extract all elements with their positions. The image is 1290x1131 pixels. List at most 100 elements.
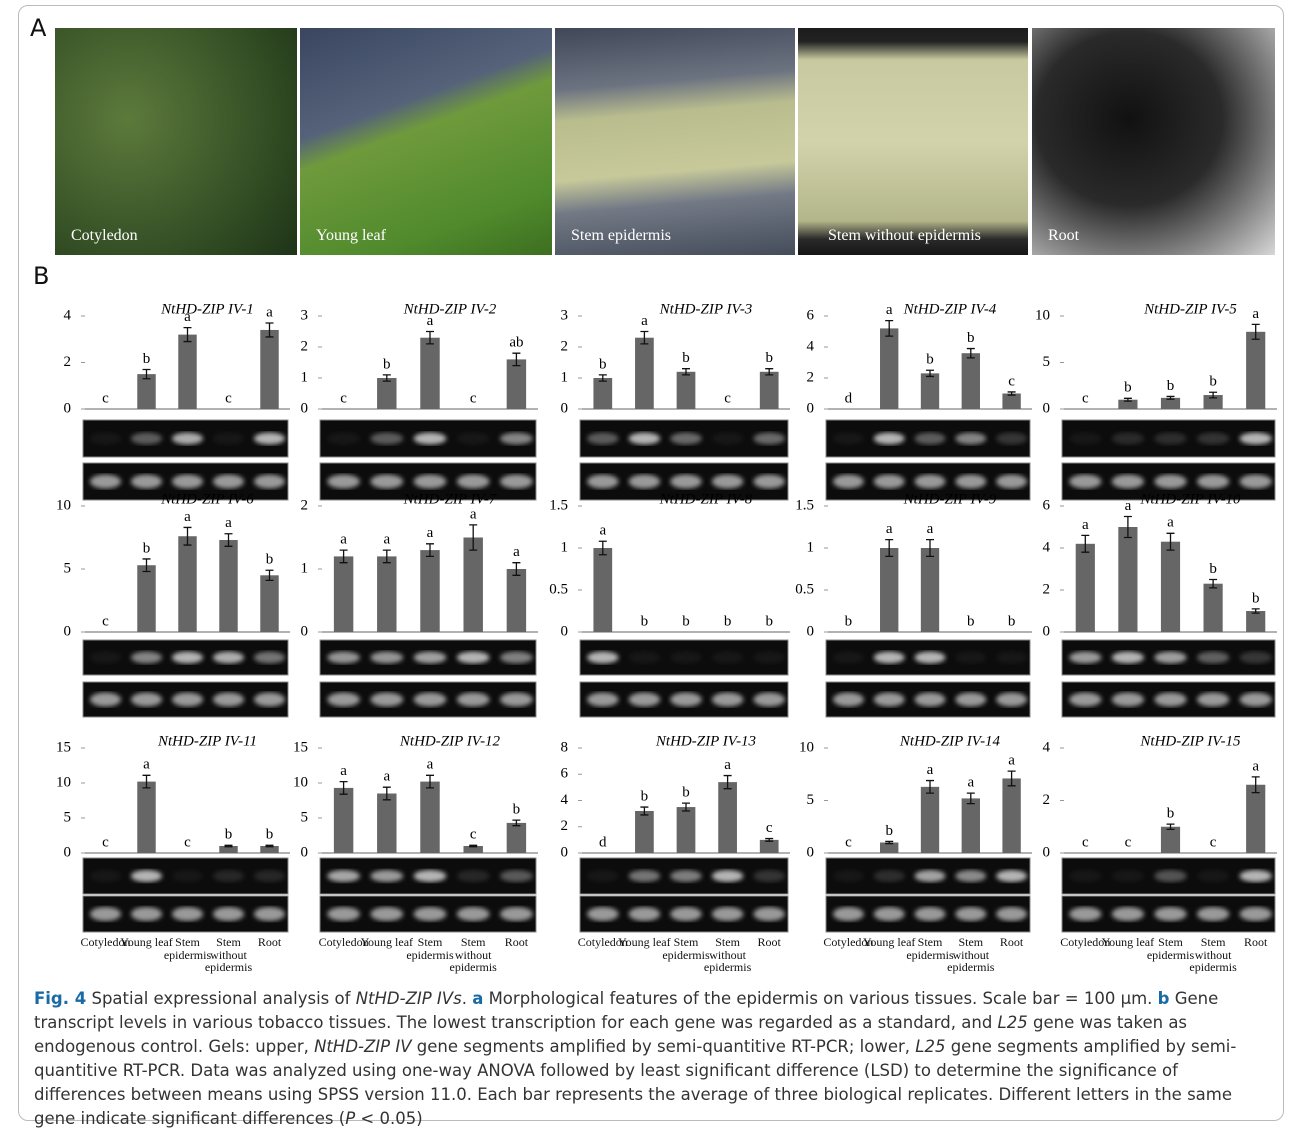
gel-band	[457, 475, 490, 489]
bar	[420, 550, 439, 632]
gel-band	[955, 907, 986, 921]
gel-band	[172, 652, 203, 664]
y-tick-label: 0.5	[549, 581, 568, 597]
gel-band	[370, 475, 403, 489]
gel-band	[670, 652, 702, 664]
significance-letter: b	[967, 613, 975, 629]
gel-band	[1112, 433, 1144, 445]
x-tick-label: Root	[1224, 936, 1288, 949]
y-tick-label: 5	[64, 560, 72, 576]
gel-band	[90, 652, 121, 664]
bar	[377, 556, 396, 632]
gel-band	[1069, 870, 1101, 882]
y-tick-label: 2	[1043, 581, 1051, 597]
y-tick-label: 10	[293, 774, 308, 790]
y-tick-label: 1	[807, 539, 815, 555]
y-tick-label: 2	[301, 497, 309, 513]
significance-letter: c	[470, 827, 477, 843]
significance-letter: c	[845, 834, 852, 850]
gel-band	[1197, 433, 1229, 445]
gel-band	[327, 907, 360, 921]
gel-band	[1240, 907, 1272, 921]
y-tick-label: 1.5	[795, 497, 814, 513]
significance-letter: c	[102, 390, 109, 406]
gel-band	[670, 693, 702, 707]
bar	[1161, 827, 1180, 853]
y-tick-label: 0	[1043, 844, 1051, 860]
gel-band	[1154, 693, 1186, 707]
gel-band	[370, 433, 403, 445]
bar	[260, 330, 278, 409]
gel-band	[996, 870, 1027, 882]
gel-band	[833, 693, 864, 707]
gel-band	[213, 433, 244, 445]
bar	[921, 373, 939, 409]
caption-label: Fig. 4	[34, 989, 86, 1008]
gel-band	[1112, 870, 1144, 882]
gel-band	[753, 433, 785, 445]
significance-letter: c	[1008, 373, 1015, 389]
gel-band	[874, 433, 905, 445]
significance-letter: b	[845, 613, 853, 629]
gel-band	[629, 652, 661, 664]
gel-band	[131, 870, 162, 882]
y-tick-label: 0	[64, 844, 72, 860]
y-tick-label: 2	[301, 338, 309, 354]
bar	[463, 538, 482, 633]
gel-band	[712, 870, 744, 882]
gel-band	[90, 870, 121, 882]
gel-band	[1240, 693, 1272, 707]
chart-title: NtHD-ZIP IV-1	[160, 301, 254, 317]
gel-band	[457, 693, 490, 707]
x-tick-label: Root	[737, 936, 801, 949]
chart-title: NtHD-ZIP IV-11	[157, 733, 257, 749]
bar	[420, 782, 439, 853]
y-tick-label: 0	[301, 400, 309, 416]
chart-title: NtHD-ZIP IV-15	[1139, 733, 1241, 749]
gel-band	[914, 870, 945, 882]
gel-band	[131, 652, 162, 664]
chart-title: NtHD-ZIP IV-14	[899, 733, 1001, 749]
bar	[137, 782, 155, 853]
significance-letter: b	[1167, 378, 1175, 394]
significance-letter: a	[184, 309, 191, 325]
bar	[377, 794, 396, 854]
caption-label: b	[1158, 989, 1170, 1008]
significance-letter: b	[1124, 380, 1132, 396]
caption-text: < 0.05)	[355, 1109, 423, 1128]
y-tick-label: 6	[1043, 497, 1051, 513]
bar	[962, 353, 980, 409]
gel-band	[172, 870, 203, 882]
bar	[962, 798, 980, 853]
gel-band	[1154, 475, 1186, 489]
gel-band	[629, 693, 661, 707]
gel-band	[712, 693, 744, 707]
gel-band	[1154, 433, 1186, 445]
y-tick-label: 0.5	[795, 581, 814, 597]
significance-letter: c	[1210, 834, 1217, 850]
significance-letter: c	[1082, 390, 1089, 406]
bar	[178, 536, 196, 632]
y-tick-label: 15	[56, 739, 71, 755]
bar	[1246, 785, 1265, 853]
gel-band	[670, 870, 702, 882]
gel-band	[500, 475, 533, 489]
y-tick-label: 0	[301, 844, 309, 860]
y-tick-label: 2	[561, 818, 569, 834]
y-tick-label: 0	[1043, 400, 1051, 416]
caption: Fig. 4 Spatial expressional analysis of …	[34, 987, 1264, 1131]
gel-band	[587, 870, 619, 882]
gel-band	[1154, 907, 1186, 921]
gel-band	[996, 475, 1027, 489]
gel-band	[254, 693, 285, 707]
gel-band	[213, 870, 244, 882]
gel-band	[587, 652, 619, 664]
bar	[760, 840, 779, 853]
gel-band	[670, 433, 702, 445]
gel-band	[712, 433, 744, 445]
gel-band	[90, 475, 121, 489]
gel-band	[457, 433, 490, 445]
chart-title: NtHD-ZIP IV-4	[903, 301, 997, 317]
gel-band	[500, 693, 533, 707]
caption-text: gene segments amplified by semi-quantiti…	[412, 1037, 916, 1056]
